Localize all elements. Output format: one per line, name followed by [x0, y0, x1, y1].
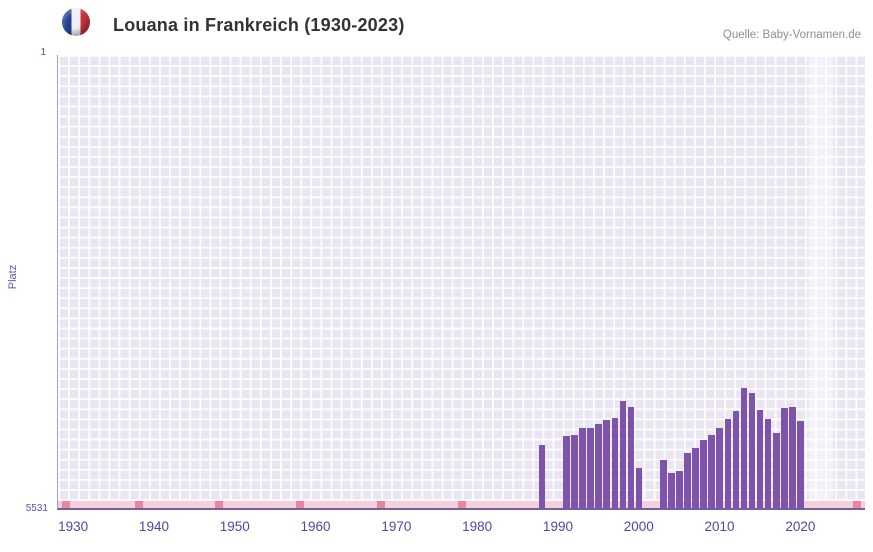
bar-2004[interactable]: [668, 472, 675, 508]
x-axis-ticks: 1930 1940 1950 1960 1970 1980 1990 2000 2010 2020: [57, 519, 865, 541]
bar-2014[interactable]: [748, 393, 756, 508]
france-flag-icon: [62, 8, 90, 36]
x-tick-label: 2010: [704, 519, 735, 534]
x-tick-label: 1970: [381, 519, 412, 534]
bar-2017[interactable]: [772, 433, 780, 508]
unranked-year-marker: [376, 501, 385, 508]
unranked-year-marker: [852, 501, 861, 508]
unranked-year-marker: [62, 501, 71, 508]
x-tick-label: 1980: [462, 519, 493, 534]
bar-2009[interactable]: [708, 435, 715, 508]
y-axis-label: Platz: [7, 264, 19, 290]
bar-2003[interactable]: [659, 460, 667, 508]
bar-2019[interactable]: [789, 407, 796, 508]
highlight-band: [808, 55, 833, 508]
bar-2008[interactable]: [700, 439, 707, 508]
x-tick-label: 1960: [300, 519, 331, 534]
bar-2011[interactable]: [724, 418, 732, 508]
unranked-year-marker: [457, 501, 466, 508]
bar-1988[interactable]: [538, 444, 546, 508]
unranked-markers: [58, 55, 865, 508]
plot-area: [57, 55, 865, 510]
chart-title: Louana in Frankreich (1930-2023): [113, 15, 405, 35]
bar-1997[interactable]: [611, 417, 619, 508]
bar-2016[interactable]: [764, 418, 772, 508]
bar-1996[interactable]: [603, 420, 611, 508]
bar-1994[interactable]: [587, 427, 594, 508]
x-tick-label: 1950: [219, 519, 250, 534]
x-tick-label: 1990: [542, 519, 573, 534]
bar-2015[interactable]: [756, 410, 764, 508]
bar-2007[interactable]: [692, 448, 699, 508]
bar-2000[interactable]: [635, 467, 643, 508]
bar-2012[interactable]: [732, 411, 740, 508]
bar-1998[interactable]: [619, 401, 627, 508]
bar-1999[interactable]: [627, 407, 635, 508]
x-tick-label: 1940: [138, 519, 169, 534]
bar-2006[interactable]: [684, 453, 691, 508]
unranked-year-marker: [296, 501, 305, 508]
x-tick-label: 2000: [623, 519, 654, 534]
unranked-year-marker: [215, 501, 224, 508]
bar-1993[interactable]: [579, 428, 586, 508]
bar-2013[interactable]: [740, 388, 748, 508]
bar-1995[interactable]: [595, 423, 602, 508]
bar-1991[interactable]: [563, 435, 570, 508]
x-tick-label: 2020: [785, 519, 816, 534]
source-credit: Quelle: Baby-Vornamen.de: [722, 29, 861, 41]
x-tick-label: 1930: [58, 519, 89, 534]
bar-2010[interactable]: [716, 428, 724, 508]
bar-2018[interactable]: [781, 407, 788, 508]
bars: [58, 55, 865, 508]
bar-2020[interactable]: [797, 421, 804, 508]
bar-2005[interactable]: [676, 471, 683, 508]
bar-1992[interactable]: [571, 435, 578, 508]
y-tick-bottom: 5531: [25, 503, 48, 514]
y-tick-top: 1: [40, 47, 46, 58]
unranked-year-marker: [134, 501, 143, 508]
